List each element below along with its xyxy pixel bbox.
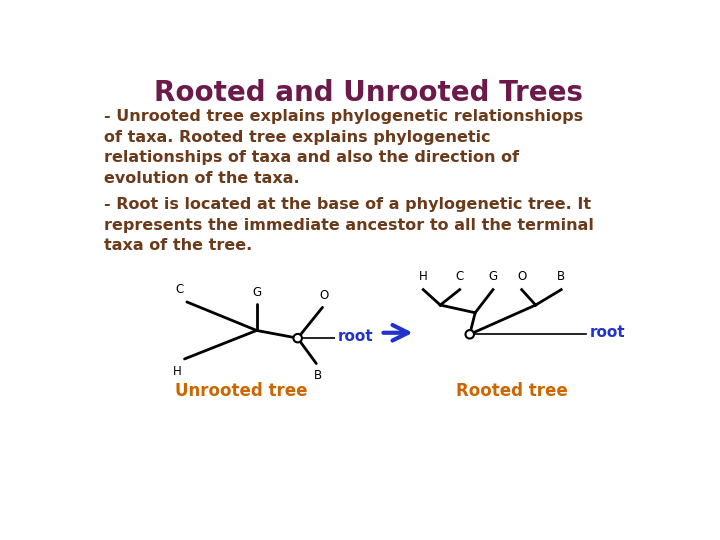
Text: Rooted and Unrooted Trees: Rooted and Unrooted Trees (155, 79, 583, 107)
Circle shape (466, 330, 474, 339)
Text: Unrooted tree: Unrooted tree (175, 382, 307, 400)
Text: H: H (172, 365, 181, 378)
Text: B: B (314, 369, 322, 382)
Text: G: G (488, 269, 498, 283)
Text: H: H (419, 269, 428, 283)
Text: O: O (517, 269, 526, 283)
Text: root: root (338, 329, 374, 344)
Circle shape (294, 334, 302, 342)
Text: G: G (252, 286, 261, 299)
Text: C: C (176, 283, 184, 296)
Text: - Root is located at the base of a phylogenetic tree. It
represents the immediat: - Root is located at the base of a phylo… (104, 197, 594, 253)
Text: Rooted tree: Rooted tree (456, 382, 568, 400)
Text: O: O (320, 289, 328, 302)
Text: - Unrooted tree explains phylogenetic relationshiops
of taxa. Rooted tree explai: - Unrooted tree explains phylogenetic re… (104, 110, 583, 186)
Text: C: C (456, 269, 464, 283)
Text: B: B (557, 269, 565, 283)
Text: root: root (590, 325, 626, 340)
